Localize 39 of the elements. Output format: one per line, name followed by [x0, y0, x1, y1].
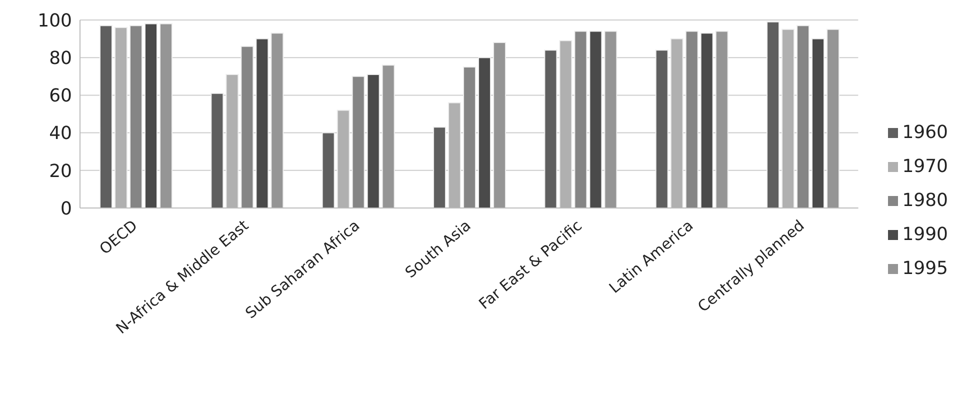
legend-label: 1970	[902, 156, 948, 176]
legend-label: 1995	[902, 258, 948, 278]
y-tick-label: 40	[49, 123, 72, 144]
bar	[766, 21, 780, 208]
bar	[210, 92, 224, 208]
bar	[100, 25, 113, 208]
bar	[812, 38, 825, 208]
bar	[256, 38, 269, 208]
bar	[796, 25, 810, 208]
legend-label: 1980	[902, 190, 948, 210]
bar	[144, 23, 158, 208]
bar	[655, 50, 668, 208]
bar	[574, 30, 588, 208]
legend-label: 1990	[902, 224, 948, 244]
bar	[700, 32, 714, 208]
bar	[130, 25, 143, 208]
legend-label: 1960	[902, 122, 948, 142]
bar	[493, 42, 506, 208]
y-tick-label: 0	[60, 198, 72, 220]
y-tick-label: 20	[49, 160, 72, 182]
bar	[322, 132, 335, 208]
bar	[270, 32, 284, 208]
bar	[826, 28, 840, 208]
bar	[589, 30, 602, 208]
y-tick-label: 100	[38, 10, 72, 32]
bar	[433, 126, 446, 208]
y-tick-label: 60	[49, 86, 72, 107]
bar	[160, 23, 173, 208]
bar	[715, 30, 728, 208]
bar	[240, 46, 254, 208]
bar	[382, 64, 395, 208]
bar	[352, 76, 365, 208]
bar	[478, 57, 492, 208]
bar	[544, 50, 558, 208]
bar	[366, 74, 380, 208]
bar	[604, 30, 618, 208]
bar	[463, 66, 476, 208]
y-tick-label: 80	[49, 48, 72, 69]
bar	[685, 30, 698, 208]
